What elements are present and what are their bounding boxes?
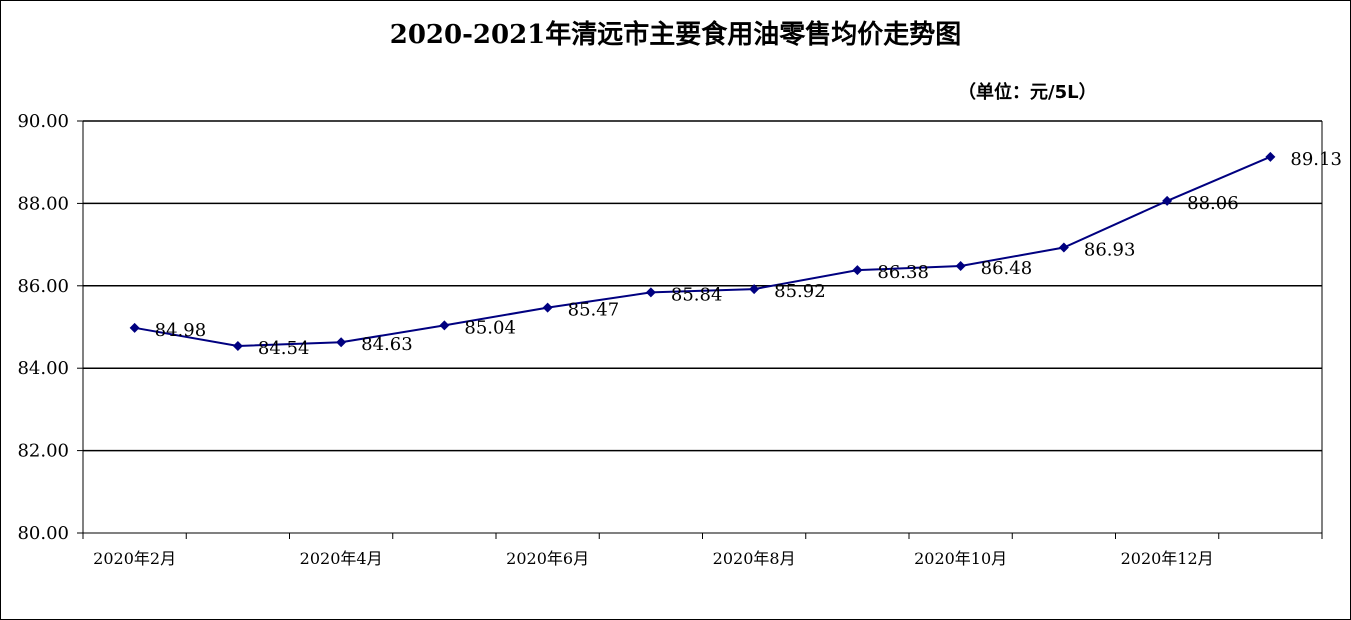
y-tick-label: 90.00	[17, 111, 69, 132]
y-tick-label: 82.00	[17, 441, 69, 462]
x-tick-label: 2020年2月	[93, 549, 176, 568]
data-label: 85.47	[568, 300, 620, 321]
y-tick-label: 84.00	[17, 358, 69, 379]
data-point	[749, 284, 760, 295]
x-tick-label: 2020年8月	[713, 549, 796, 568]
series-line	[134, 155, 1271, 347]
data-point	[232, 340, 243, 351]
data-label: 85.04	[464, 317, 516, 338]
data-label: 85.84	[671, 284, 723, 305]
data-point	[645, 287, 656, 298]
data-point	[955, 261, 966, 272]
data-label: 84.54	[258, 338, 310, 359]
data-point	[1058, 242, 1069, 253]
data-point	[439, 320, 450, 331]
unit-label: （单位：元/5L）	[958, 82, 1097, 103]
data-point	[852, 265, 863, 276]
data-point	[336, 337, 347, 348]
data-label: 85.92	[774, 281, 826, 302]
data-point	[1265, 151, 1276, 162]
data-label: 86.48	[981, 258, 1033, 279]
y-tick-label: 88.00	[17, 193, 69, 214]
x-tick-label: 2020年10月	[914, 549, 1007, 568]
data-label: 84.98	[155, 320, 207, 341]
x-tick-label: 2020年12月	[1121, 549, 1214, 568]
x-tick-label: 2020年4月	[300, 549, 383, 568]
data-label: 86.93	[1084, 239, 1136, 260]
data-label: 89.13	[1290, 149, 1342, 170]
data-label: 86.38	[877, 262, 929, 283]
data-point	[129, 322, 140, 333]
chart-title: 2020-2021年清远市主要食用油零售均价走势图	[389, 20, 962, 50]
data-point	[542, 302, 553, 313]
x-tick-label: 2020年6月	[506, 549, 589, 568]
data-label: 88.06	[1187, 193, 1239, 214]
y-tick-label: 86.00	[17, 276, 69, 297]
y-tick-label: 80.00	[17, 523, 69, 544]
data-label: 84.63	[361, 334, 413, 355]
data-point	[1162, 195, 1173, 206]
